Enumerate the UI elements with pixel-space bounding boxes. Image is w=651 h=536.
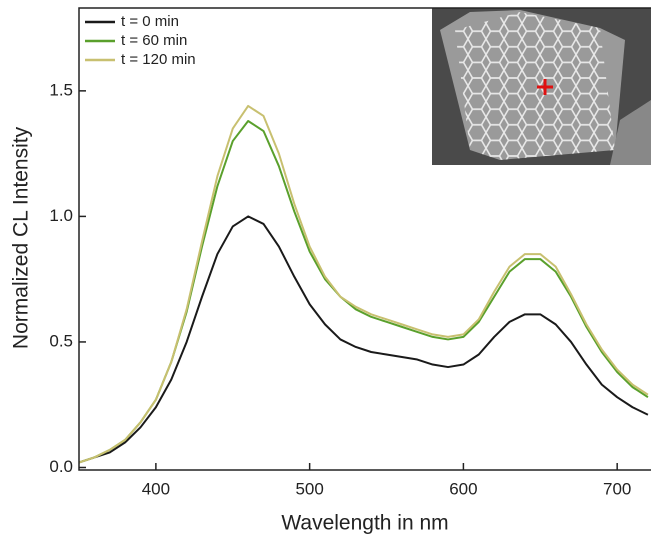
x-tick-label: 400	[142, 479, 170, 498]
x-tick-label: 500	[295, 479, 323, 498]
y-tick-label: 1.5	[49, 80, 73, 99]
y-tick-label: 0.0	[49, 457, 73, 476]
y-tick-label: 1.0	[49, 206, 73, 225]
series-line	[78, 119, 649, 464]
legend-label: t = 0 min	[121, 13, 179, 30]
inset-image	[432, 8, 651, 165]
plot-frame	[78, 7, 651, 471]
y-tick-label: 0.5	[49, 331, 73, 350]
x-axis-label: Wavelength in nm	[281, 512, 448, 535]
y-axis-label: Normalized CL Intensity	[10, 126, 33, 349]
series-line	[78, 104, 649, 464]
x-tick-label: 700	[603, 479, 631, 498]
legend-label: t = 120 min	[121, 51, 196, 68]
legend-label: t = 60 min	[121, 32, 187, 49]
x-tick-label: 600	[449, 479, 477, 498]
series-line	[78, 215, 649, 464]
